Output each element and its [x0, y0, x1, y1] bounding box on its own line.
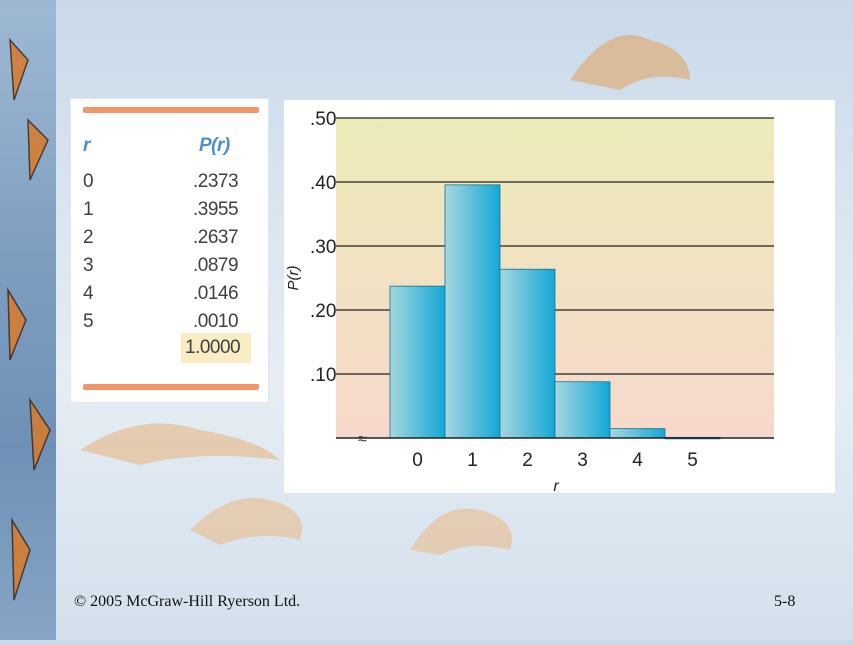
slide-number: 5-8 [774, 593, 796, 610]
bar [609, 428, 666, 439]
y-tick-label: .40 [310, 173, 336, 194]
y-tick-label: .10 [310, 365, 336, 386]
bar [499, 268, 556, 439]
butterfly-bg-icon [410, 508, 512, 555]
copyright-text: © 2005 McGraw-Hill Ryerson Ltd. [74, 593, 301, 610]
x-tick-label: 1 [467, 450, 478, 471]
x-tick-label: 5 [687, 450, 698, 471]
butterfly-bg-icon [190, 498, 302, 545]
table-cell-r: 3 [83, 255, 94, 276]
bar [444, 184, 501, 439]
table-top-rule [83, 107, 259, 113]
butterfly-bg-icon [570, 35, 690, 90]
y-axis-label: P(r) [285, 266, 302, 291]
table-cell-r: 1 [83, 199, 94, 220]
table-cell-r: 5 [83, 311, 94, 332]
table-cell-r: 4 [83, 283, 94, 304]
table-cell-r: 0 [83, 171, 94, 192]
table-cell-r: 2 [83, 227, 94, 248]
bar [554, 381, 611, 439]
table-cell-p: .3955 [193, 199, 239, 220]
bar-chart: .10 .20 .30 .40 .50 0 1 2 3 4 5 ≈ P(r) r [285, 109, 774, 493]
x-tick-label: 4 [632, 450, 643, 471]
x-tick-label: 2 [522, 450, 533, 471]
table-header-r: r [83, 135, 90, 156]
table-header-pr: P(r) [199, 135, 230, 156]
x-axis-label: r [553, 478, 559, 493]
table-total: 1.0000 [185, 337, 241, 358]
table-cell-p: .2637 [193, 227, 239, 248]
bar-chart-panel: .10 .20 .30 .40 .50 0 1 2 3 4 5 ≈ P(r) r [284, 100, 835, 493]
bar [389, 285, 446, 439]
y-tick-label: .30 [310, 237, 336, 258]
table-cell-p: .0146 [193, 283, 239, 304]
x-tick-label: 3 [577, 450, 588, 471]
butterfly-strip-icon [7, 37, 51, 601]
total-highlight [181, 333, 251, 363]
left-decor-strip [0, 0, 56, 640]
butterfly-bg-icon [80, 423, 280, 465]
table-bottom-rule [83, 384, 259, 390]
table-cell-p: .2373 [193, 171, 239, 192]
table-cell-p: .0879 [193, 255, 239, 276]
y-tick-label: .20 [310, 301, 336, 322]
axis-break-mark: ≈ [358, 431, 367, 448]
probability-table: r P(r) 0 .2373 1 .3955 2 .2637 3 .0879 4… [70, 98, 269, 403]
table-cell-p: .0010 [193, 311, 239, 332]
y-tick-label: .50 [310, 109, 336, 130]
x-tick-label: 0 [412, 450, 423, 471]
